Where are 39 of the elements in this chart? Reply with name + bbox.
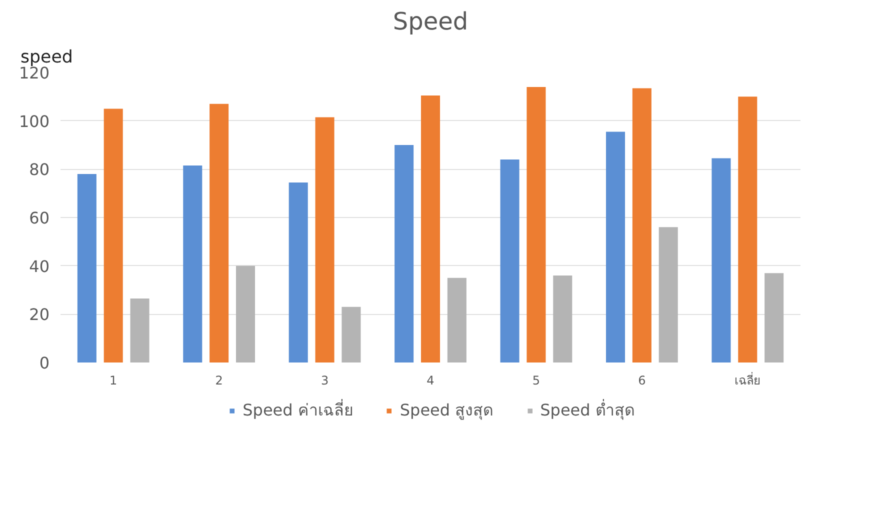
bar (183, 166, 202, 362)
bar (420, 95, 440, 362)
y-tick-label: 0 (39, 354, 50, 372)
x-tick-label: 2 (215, 374, 223, 388)
legend-label: Speed ต่ำสุด (540, 398, 634, 422)
x-tick-label: 1 (110, 374, 118, 388)
x-tick-label: 5 (532, 374, 540, 388)
bar (606, 132, 626, 362)
y-axis-title: speed (20, 48, 73, 68)
x-tick-label: 4 (426, 374, 434, 388)
x-tick-label: 3 (320, 374, 329, 388)
bar (738, 96, 758, 362)
y-tick-label: 80 (29, 160, 50, 180)
y-tick-label: 40 (29, 256, 50, 276)
bar (553, 276, 572, 362)
bar (632, 88, 652, 362)
y-tick-label: 100 (18, 112, 50, 131)
bar (764, 273, 784, 362)
y-tick-label: 60 (29, 208, 50, 228)
bar (342, 306, 361, 362)
legend-label: Speed ค่าเฉลี่ย (242, 398, 353, 422)
bar (77, 174, 96, 362)
bar (130, 298, 150, 362)
bar (394, 145, 414, 362)
bar (500, 160, 520, 362)
bar (210, 104, 229, 362)
chart-title: Speed (392, 8, 468, 36)
bar (526, 87, 546, 362)
bar (315, 117, 334, 362)
bar (236, 266, 256, 362)
legend-label: Speed สูงสุด (400, 400, 494, 422)
x-tick-label: 6 (638, 374, 646, 388)
bar (288, 182, 308, 362)
bar (658, 227, 678, 362)
bar (104, 108, 123, 362)
bar (712, 158, 731, 362)
y-tick-label: 20 (29, 305, 50, 324)
bar (447, 278, 466, 362)
x-tick-label: เฉลี่ย (734, 372, 761, 388)
